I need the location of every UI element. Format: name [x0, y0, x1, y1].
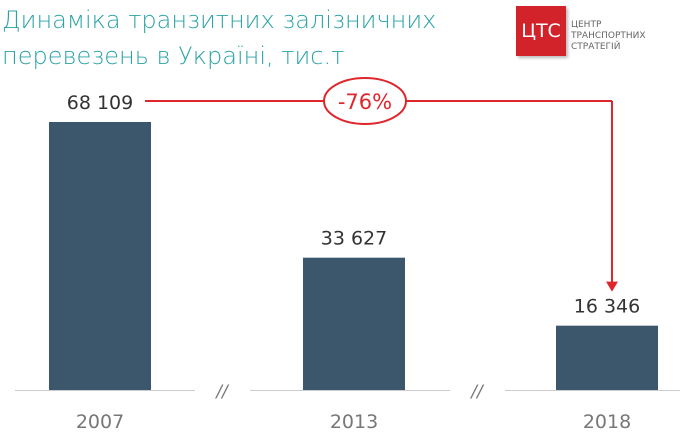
- bar: [556, 325, 658, 390]
- axis-break: //: [214, 382, 230, 402]
- chart-title: Динаміка транзитних залізничних перевезе…: [2, 6, 437, 70]
- bar: [49, 122, 151, 390]
- arrow-head-icon: [606, 281, 618, 292]
- annotation-label: -76%: [338, 90, 392, 114]
- logo-mark: ЦТС: [516, 6, 566, 56]
- bar: [303, 257, 405, 390]
- annotation-ellipse: [323, 77, 407, 125]
- data-label: 68 109: [67, 92, 133, 114]
- x-tick-label: 2013: [330, 411, 378, 433]
- data-label: 16 346: [574, 296, 640, 318]
- x-tick-label: 2007: [76, 411, 124, 433]
- x-tick-label: 2018: [583, 411, 631, 433]
- axis-break: //: [469, 382, 485, 402]
- data-label: 33 627: [321, 228, 387, 250]
- logo-text: ЦЕНТР ТРАНСПОРТНИХ СТРАТЕГІЙ: [571, 20, 646, 52]
